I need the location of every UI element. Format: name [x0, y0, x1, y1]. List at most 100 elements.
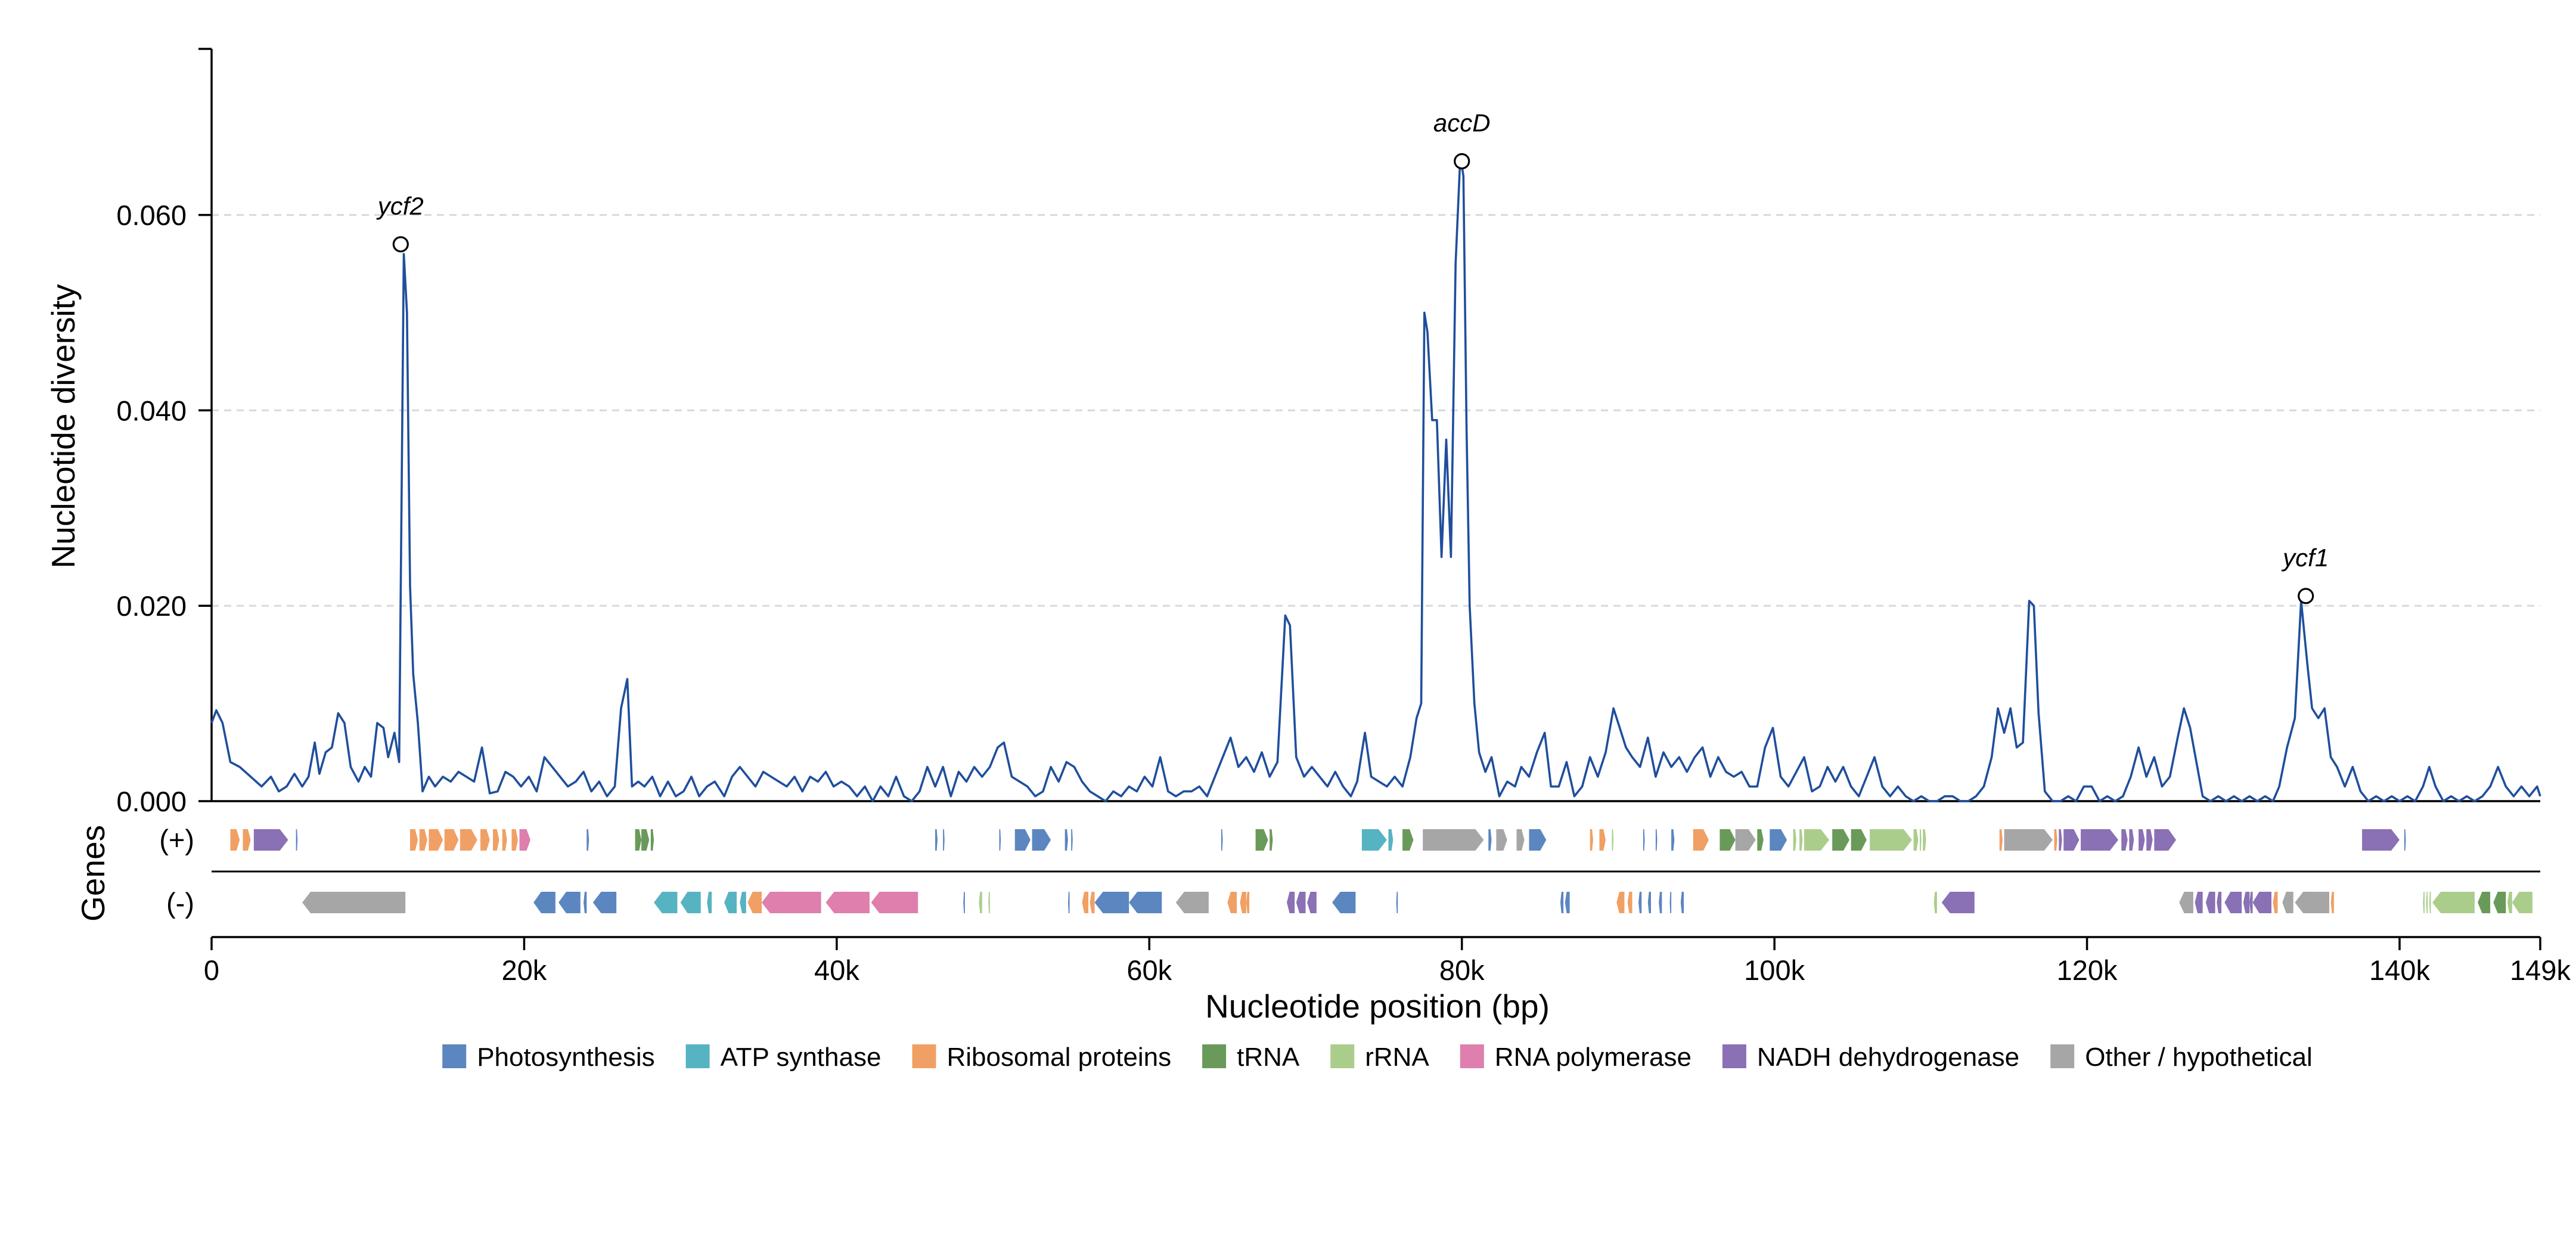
gene-plus-strand: [650, 829, 654, 851]
gene-minus-strand: [2493, 892, 2506, 913]
gene-minus-strand: [584, 892, 587, 913]
x-tick-label: 140k: [2369, 954, 2430, 986]
legend-label: tRNA: [1237, 1043, 1300, 1072]
legend-label: Other / hypothetical: [2085, 1043, 2313, 1072]
gene-plus-strand: [1064, 829, 1068, 851]
gene-plus-strand: [1402, 829, 1414, 851]
gene-minus-strand: [2478, 892, 2491, 913]
gene-minus-strand: [1396, 892, 1398, 913]
gene-minus-strand: [2423, 892, 2425, 913]
gene-minus-strand: [1933, 892, 1937, 913]
legend-label: RNA polymerase: [1495, 1043, 1692, 1072]
legend-swatch: [1330, 1044, 1355, 1068]
gene-minus-strand: [2282, 892, 2293, 913]
gene-minus-strand: [871, 892, 918, 913]
gene-minus-strand: [2330, 892, 2334, 913]
gene-plus-strand: [519, 829, 530, 851]
gene-plus-strand: [1071, 829, 1073, 851]
gene-minus-strand: [2273, 892, 2278, 913]
gene-plus-strand: [253, 829, 288, 851]
gene-plus-strand: [1643, 829, 1645, 851]
gene-plus-strand: [460, 829, 477, 851]
gene-minus-strand: [2252, 892, 2271, 913]
gene-minus-strand: [1094, 892, 1129, 913]
gene-plus-strand: [2139, 829, 2145, 851]
gene-minus-strand: [724, 892, 737, 913]
gene-minus-strand: [680, 892, 701, 913]
gene-minus-strand: [1067, 892, 1070, 913]
legend-label: NADH dehydrogenase: [1757, 1043, 2019, 1072]
gene-plus-strand: [586, 829, 589, 851]
genes-track-title: Genes: [75, 825, 111, 922]
legend-label: Photosynthesis: [477, 1043, 654, 1072]
gene-minus-strand: [1082, 892, 1089, 913]
gene-minus-strand: [2224, 892, 2242, 913]
gene-plus-strand: [2154, 829, 2177, 851]
gene-minus-strand: [979, 892, 982, 913]
gene-minus-strand: [302, 892, 406, 913]
gene-plus-strand: [1832, 829, 1850, 851]
gene-plus-strand: [2404, 829, 2406, 851]
gene-minus-strand: [1669, 892, 1672, 913]
gene-minus-strand: [1307, 892, 1317, 913]
gene-plus-strand: [2129, 829, 2134, 851]
gene-plus-strand: [410, 829, 418, 851]
legend-item: ATP synthase: [685, 1043, 881, 1072]
peak-label: ycf2: [376, 192, 424, 220]
gene-minus-strand: [1227, 892, 1237, 913]
gene-plus-strand: [2146, 829, 2153, 851]
gene-plus-strand: [1221, 829, 1223, 851]
gene-plus-strand: [243, 829, 251, 851]
gene-plus-strand: [1496, 829, 1507, 851]
gene-minus-strand: [1941, 892, 1975, 913]
gene-plus-strand: [511, 829, 518, 851]
gene-plus-strand: [1913, 829, 1919, 851]
gene-plus-strand: [2004, 829, 2053, 851]
gene-minus-strand: [1659, 892, 1662, 913]
gene-minus-strand: [2205, 892, 2215, 913]
gene-minus-strand: [1560, 892, 1564, 913]
genes-track: [230, 829, 2532, 913]
gene-plus-strand: [1423, 829, 1484, 851]
gene-plus-strand: [1590, 829, 1593, 851]
peak-marker: [1454, 153, 1470, 170]
gene-plus-strand: [1720, 829, 1736, 851]
gene-minus-strand: [740, 892, 746, 913]
x-tick-label: 20k: [502, 954, 547, 986]
genes-minus-strand-label: (-): [166, 887, 194, 919]
gene-plus-strand: [230, 829, 240, 851]
gene-plus-strand: [1693, 829, 1709, 851]
legend-swatch: [2050, 1044, 2075, 1068]
gene-plus-strand: [1529, 829, 1547, 851]
gene-minus-strand: [2217, 892, 2222, 913]
x-tick-label: 80k: [1439, 954, 1485, 986]
legend-item: Other / hypothetical: [2050, 1043, 2313, 1072]
x-tick-label: 120k: [2057, 954, 2118, 986]
y-axis-title: Nucleotide diversity: [45, 284, 82, 568]
gene-minus-strand: [2195, 892, 2203, 913]
legend: Photosynthesis ATP synthase Ribosomal prot…: [442, 1043, 2313, 1072]
line-layer: [210, 155, 2541, 802]
gene-minus-strand: [1565, 892, 1570, 913]
gene-minus-strand: [2249, 892, 2253, 913]
peaks-layer: ycf2 accD ycf1: [376, 108, 2329, 604]
x-tick-label: 149k: [2510, 954, 2571, 986]
gene-plus-strand: [480, 829, 490, 851]
gene-plus-strand: [1735, 829, 1756, 851]
gene-plus-strand: [1516, 829, 1525, 851]
legend-item: Ribosomal proteins: [912, 1043, 1171, 1072]
legend-item: RNA polymerase: [1460, 1043, 1692, 1072]
gene-minus-strand: [1638, 892, 1642, 913]
legend-swatch: [685, 1044, 710, 1068]
legend-swatch: [1202, 1044, 1227, 1068]
gene-plus-strand: [492, 829, 499, 851]
gene-plus-strand: [641, 829, 650, 851]
gene-plus-strand: [1255, 829, 1268, 851]
gene-minus-strand: [1616, 892, 1625, 913]
gene-plus-strand: [1920, 829, 1922, 851]
gene-plus-strand: [1388, 829, 1393, 851]
gene-plus-strand: [1804, 829, 1829, 851]
gene-minus-strand: [592, 892, 617, 913]
gene-plus-strand: [1757, 829, 1764, 851]
